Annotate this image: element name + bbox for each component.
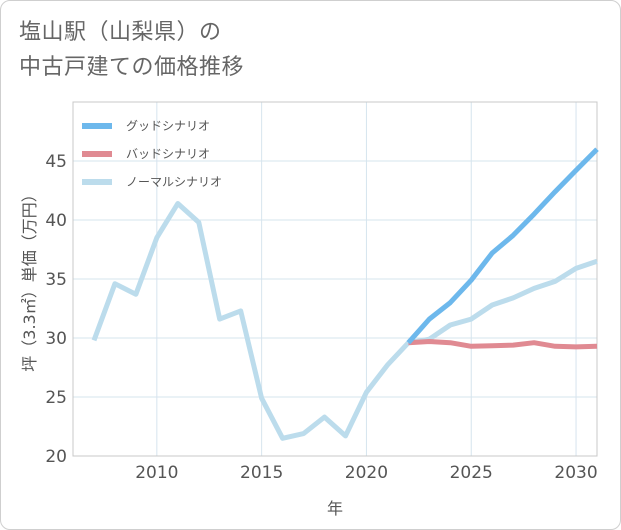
- x-tick-label: 2025: [450, 463, 493, 483]
- chart-title-line2: 中古戸建ての価格推移: [19, 55, 245, 80]
- y-tick-label: 35: [45, 270, 67, 290]
- legend-label-0: グッドシナリオ: [126, 119, 210, 133]
- series-line-2: [91, 201, 598, 441]
- y-tick-label: 40: [45, 211, 67, 231]
- y-axis-title: 坪（3.3㎡）単価（万円）: [20, 186, 39, 371]
- y-tick-label: 20: [45, 447, 67, 467]
- y-tick-label: 30: [45, 329, 67, 349]
- y-tick-label: 45: [45, 152, 67, 172]
- x-axis-title: 年: [327, 499, 343, 518]
- chart-title: 塩山駅（山梨県）の 中古戸建ての価格推移: [19, 15, 244, 85]
- chart-grid: [72, 101, 598, 457]
- legend-label-1: バッドシナリオ: [126, 147, 210, 161]
- plot-area-frame: [72, 101, 598, 457]
- y-axis-ticks: 20 25 30 35 40 45: [45, 152, 67, 467]
- x-tick-label: 2030: [554, 463, 597, 483]
- series-line-0: [406, 147, 599, 345]
- x-tick-label: 2010: [135, 463, 178, 483]
- y-tick-label: 25: [45, 388, 67, 408]
- chart-title-line1: 塩山駅（山梨県）の: [19, 20, 222, 45]
- chart-series: [91, 147, 599, 441]
- x-tick-label: 2020: [345, 463, 388, 483]
- legend-label-2: ノーマルシナリオ: [126, 175, 222, 189]
- x-tick-label: 2015: [240, 463, 283, 483]
- x-axis-ticks: 2010 2015 2020 2025 2030: [135, 463, 597, 483]
- series-line-1: [408, 339, 598, 350]
